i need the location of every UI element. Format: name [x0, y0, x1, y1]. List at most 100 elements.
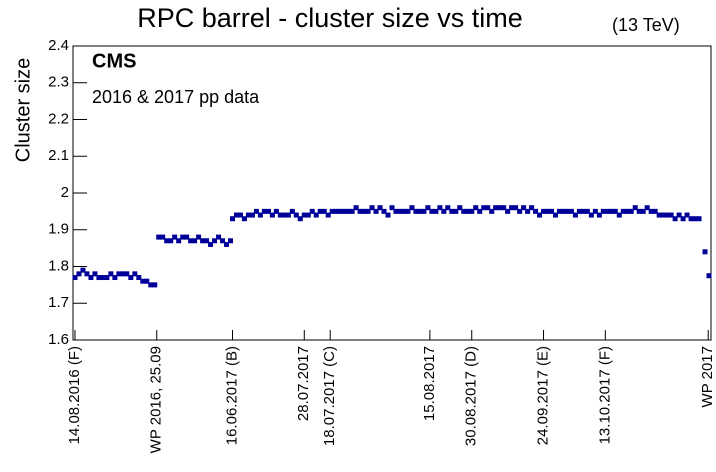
- marker: [568, 208, 574, 214]
- marker: [465, 208, 471, 214]
- marker: [405, 208, 411, 214]
- marker: [525, 208, 531, 214]
- marker: [249, 212, 255, 218]
- marker: [688, 216, 694, 222]
- marker: [281, 212, 287, 218]
- x-tick-label: 13.10.2017 (F): [596, 346, 613, 444]
- marker: [273, 208, 279, 214]
- marker: [656, 212, 662, 218]
- marker: [301, 212, 307, 218]
- marker: [188, 238, 194, 244]
- annotation: CMS: [92, 50, 136, 72]
- marker: [477, 208, 483, 214]
- marker: [241, 216, 247, 222]
- marker: [680, 216, 686, 222]
- marker: [168, 238, 174, 244]
- marker: [196, 234, 202, 240]
- x-tick-label: WP 2016, 25.09: [148, 346, 165, 453]
- marker: [485, 205, 491, 211]
- marker: [164, 238, 170, 244]
- marker: [397, 208, 403, 214]
- marker: [429, 208, 435, 214]
- marker: [313, 212, 319, 218]
- marker: [702, 249, 708, 255]
- marker: [233, 212, 239, 218]
- marker: [381, 208, 387, 214]
- marker: [652, 208, 658, 214]
- marker: [353, 205, 359, 211]
- marker: [636, 208, 642, 214]
- marker: [216, 234, 222, 240]
- annotation: 2016 & 2017 pp data: [92, 87, 260, 107]
- marker: [425, 205, 431, 211]
- marker: [588, 212, 594, 218]
- marker: [305, 212, 311, 218]
- marker: [580, 208, 586, 214]
- marker: [592, 208, 598, 214]
- marker: [192, 238, 198, 244]
- marker: [72, 275, 78, 281]
- marker: [124, 271, 130, 277]
- marker: [672, 216, 678, 222]
- marker: [620, 208, 626, 214]
- y-axis-label: Cluster size: [12, 58, 34, 162]
- marker: [564, 208, 570, 214]
- marker: [224, 241, 230, 247]
- marker: [84, 271, 90, 277]
- marker: [361, 208, 367, 214]
- marker: [497, 205, 503, 211]
- x-tick-label: 14.08.2016 (F): [66, 346, 83, 444]
- marker: [96, 275, 102, 281]
- x-tick-label: 28.07.2017: [295, 346, 312, 421]
- marker: [285, 212, 291, 218]
- marker: [664, 212, 670, 218]
- x-tick-label: 24.09.2017 (E): [534, 346, 551, 445]
- marker: [600, 208, 606, 214]
- x-tick-label: 30.08.2017 (D): [463, 346, 480, 446]
- marker: [140, 278, 146, 284]
- marker: [696, 216, 702, 222]
- marker: [533, 208, 539, 214]
- marker: [261, 208, 267, 214]
- marker: [473, 205, 479, 211]
- marker: [401, 208, 407, 214]
- marker: [608, 208, 614, 214]
- marker: [337, 208, 343, 214]
- marker: [449, 208, 455, 214]
- marker: [612, 208, 618, 214]
- marker: [104, 275, 110, 281]
- marker: [172, 234, 178, 240]
- marker: [237, 212, 243, 218]
- marker: [584, 208, 590, 214]
- marker: [120, 271, 126, 277]
- marker: [529, 205, 535, 211]
- marker: [684, 212, 690, 218]
- marker: [152, 282, 158, 288]
- marker: [513, 205, 519, 211]
- x-tick-label: 15.08.2017: [421, 346, 438, 421]
- x-tick-label: 16.06.2017 (B): [223, 346, 240, 445]
- marker: [469, 208, 475, 214]
- marker: [369, 205, 375, 211]
- marker: [624, 208, 630, 214]
- marker: [349, 208, 355, 214]
- marker: [421, 208, 427, 214]
- x-tick-label: 18.07.2017 (C): [321, 346, 338, 446]
- y-tick-label: 2.2: [48, 110, 69, 127]
- marker: [116, 271, 122, 277]
- x-tick-label: WP 2017: [699, 346, 716, 407]
- marker: [76, 271, 82, 277]
- marker: [341, 208, 347, 214]
- marker: [180, 234, 186, 240]
- marker: [293, 212, 299, 218]
- marker: [517, 208, 523, 214]
- y-tick-label: 2: [61, 184, 69, 201]
- marker: [576, 208, 582, 214]
- marker: [521, 205, 527, 211]
- marker: [409, 205, 415, 211]
- marker: [176, 238, 182, 244]
- marker: [509, 205, 515, 211]
- marker: [345, 208, 351, 214]
- marker: [453, 208, 459, 214]
